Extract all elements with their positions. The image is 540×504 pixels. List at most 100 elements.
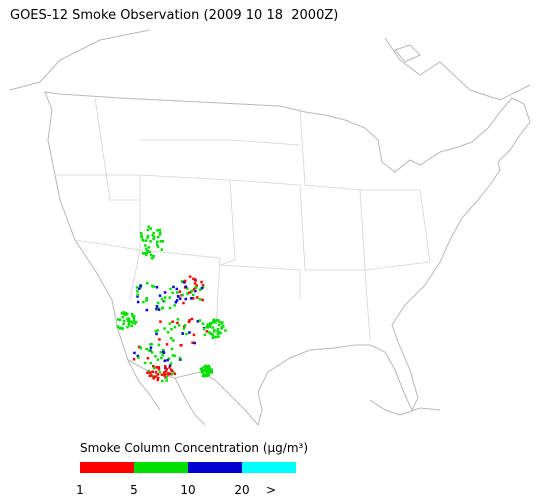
- smoke-pixel: [201, 367, 204, 370]
- smoke-pixel: [147, 246, 151, 249]
- tick-label: 10: [180, 483, 195, 497]
- smoke-pixel: [182, 327, 186, 330]
- smoke-pixel: [212, 318, 215, 321]
- smoke-pixel: [201, 369, 204, 373]
- smoke-pixel: [179, 358, 182, 361]
- smoke-pixel: [136, 354, 140, 358]
- smoke-pixel: [156, 378, 159, 382]
- smoke-pixel: [184, 285, 188, 288]
- smoke-pixel: [201, 322, 205, 325]
- smoke-pixel: [119, 326, 123, 330]
- smoke-pixel: [149, 227, 152, 230]
- smoke-pixel: [154, 370, 158, 374]
- smoke-pixel: [172, 339, 175, 342]
- smoke-pixel: [188, 331, 191, 334]
- smoke-pixel: [152, 235, 156, 239]
- smoke-pixel: [163, 359, 167, 362]
- smoke-pixel: [158, 370, 162, 374]
- smoke-pixel: [176, 321, 179, 325]
- smoke-pixel: [161, 379, 164, 383]
- smoke-pixel: [161, 353, 164, 357]
- smoke-pixel: [165, 367, 168, 371]
- state-lines: [55, 97, 431, 346]
- smoke-pixel: [155, 305, 159, 308]
- smoke-pixel: [183, 281, 186, 284]
- smoke-pixels: [116, 225, 227, 383]
- smoke-pixel: [143, 361, 147, 365]
- smoke-pixel: [175, 287, 179, 291]
- smoke-pixel: [166, 330, 170, 334]
- smoke-pixel: [188, 319, 191, 322]
- smoke-pixel: [130, 312, 134, 316]
- tick-label: 5: [130, 483, 138, 497]
- smoke-pixel: [173, 354, 176, 358]
- color-bin: [188, 462, 242, 473]
- smoke-pixel: [155, 366, 158, 369]
- smoke-pixel: [140, 234, 143, 238]
- smoke-pixel: [202, 327, 206, 331]
- smoke-pixel: [148, 250, 151, 254]
- smoke-pixel: [122, 311, 125, 314]
- smoke-pixel: [152, 285, 155, 288]
- smoke-pixel: [126, 312, 129, 316]
- smoke-pixel: [146, 236, 149, 239]
- smoke-pixel: [130, 324, 133, 328]
- smoke-pixel: [134, 320, 138, 324]
- smoke-pixel: [145, 247, 148, 250]
- smoke-pixel: [224, 329, 227, 332]
- smoke-pixel: [211, 326, 214, 329]
- smoke-pixel: [145, 251, 149, 254]
- smoke-pixel: [154, 355, 157, 358]
- smoke-pixel: [203, 333, 207, 337]
- smoke-pixel: [205, 330, 209, 333]
- smoke-pixel: [131, 321, 134, 324]
- smoke-pixel: [178, 297, 182, 300]
- smoke-pixel: [190, 289, 193, 293]
- smoke-pixel: [171, 370, 175, 374]
- smoke-pixel: [163, 373, 167, 376]
- smoke-pixel: [206, 323, 209, 326]
- smoke-pixel: [183, 325, 186, 328]
- smoke-pixel: [132, 316, 135, 320]
- smoke-pixel: [145, 239, 148, 242]
- smoke-pixel: [194, 279, 197, 282]
- smoke-pixel: [164, 369, 168, 373]
- smoke-pixel: [171, 291, 174, 294]
- smoke-pixel: [198, 298, 202, 301]
- smoke-pixel: [213, 328, 216, 332]
- smoke-pixel: [205, 371, 208, 374]
- smoke-pixel: [214, 335, 218, 339]
- smoke-pixel: [171, 320, 174, 323]
- smoke-pixel: [181, 332, 184, 335]
- smoke-pixel: [211, 321, 215, 324]
- smoke-pixel: [178, 290, 182, 293]
- smoke-pixel: [133, 351, 136, 355]
- smoke-pixel: [139, 346, 142, 350]
- smoke-pixel: [200, 280, 203, 284]
- smoke-pixel: [151, 284, 154, 288]
- smoke-pixel: [217, 335, 220, 338]
- smoke-pixel: [122, 322, 125, 326]
- tick-label: 20: [234, 483, 249, 497]
- smoke-pixel: [152, 377, 155, 380]
- smoke-pixel: [201, 298, 204, 302]
- smoke-pixel: [211, 336, 215, 340]
- smoke-pixel: [202, 365, 206, 369]
- smoke-pixel: [218, 320, 221, 323]
- smoke-pixel: [155, 307, 158, 311]
- smoke-pixel: [150, 351, 154, 354]
- smoke-pixel: [149, 240, 152, 243]
- smoke-pixel: [145, 299, 148, 302]
- smoke-pixel: [192, 293, 195, 297]
- smoke-pixel: [116, 318, 120, 321]
- smoke-pixel: [138, 345, 141, 349]
- smoke-pixel: [170, 347, 174, 351]
- smoke-pixel: [132, 358, 136, 361]
- smoke-pixel: [168, 296, 171, 299]
- smoke-pixel: [196, 320, 200, 323]
- canada-coast: [9, 29, 531, 101]
- smoke-pixel: [135, 286, 139, 289]
- smoke-pixel: [190, 317, 194, 321]
- smoke-pixel: [152, 231, 155, 235]
